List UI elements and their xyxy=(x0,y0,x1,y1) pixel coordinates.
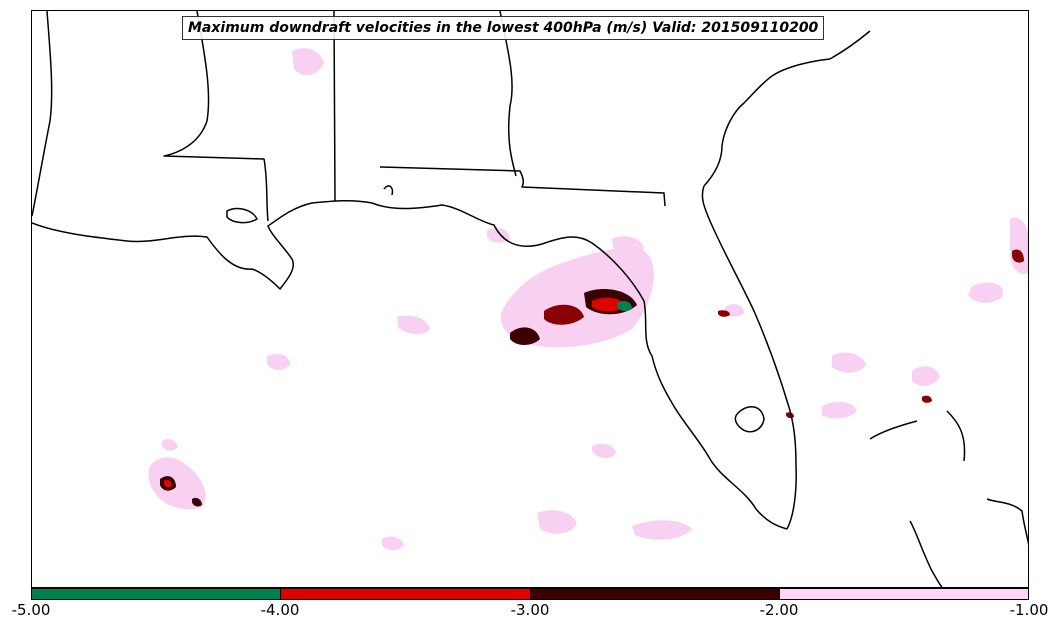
colorbar-tick-label: -3.00 xyxy=(510,601,550,619)
pensacola-bay xyxy=(383,185,394,196)
map-title: Maximum downdraft velocities in the lowe… xyxy=(182,16,825,40)
coastline-louisiana xyxy=(32,199,645,302)
colorbar-segment-green xyxy=(32,589,281,599)
colorbar xyxy=(31,588,1029,600)
coastline-florida-west xyxy=(643,300,788,530)
state-border-ga-sc xyxy=(499,11,517,177)
mobile-bay xyxy=(226,207,258,224)
colorbar-tick-label: -5.00 xyxy=(11,601,51,619)
colorbar-segment-red xyxy=(280,589,530,599)
colorbar-tick-label: -4.00 xyxy=(260,601,300,619)
state-border-ms-al xyxy=(163,11,269,222)
colorbar-segment-darkred xyxy=(529,589,779,599)
bahamas-south xyxy=(909,520,943,587)
state-border-al-fl xyxy=(333,11,336,202)
map-canvas xyxy=(32,11,1028,587)
strong-downdraft-cores xyxy=(160,249,1024,507)
colorbar-tick-label: -2.00 xyxy=(759,601,799,619)
bahamas-abaco xyxy=(946,410,966,462)
coastline-florida-east xyxy=(701,185,797,530)
coastline-atlantic xyxy=(703,58,831,187)
map-frame xyxy=(31,10,1029,588)
nc-coast xyxy=(829,30,871,60)
coastlines-and-borders xyxy=(32,11,1028,587)
bahamas-andros xyxy=(869,420,918,440)
colorbar-segment-pink xyxy=(778,589,1028,599)
state-border-la-ms xyxy=(32,11,53,217)
cuba-north-coast xyxy=(986,498,1028,545)
lake-okeechobee xyxy=(734,406,765,433)
colorbar-tick-label: -1.00 xyxy=(1009,601,1049,619)
state-border-al-ga xyxy=(379,166,666,207)
